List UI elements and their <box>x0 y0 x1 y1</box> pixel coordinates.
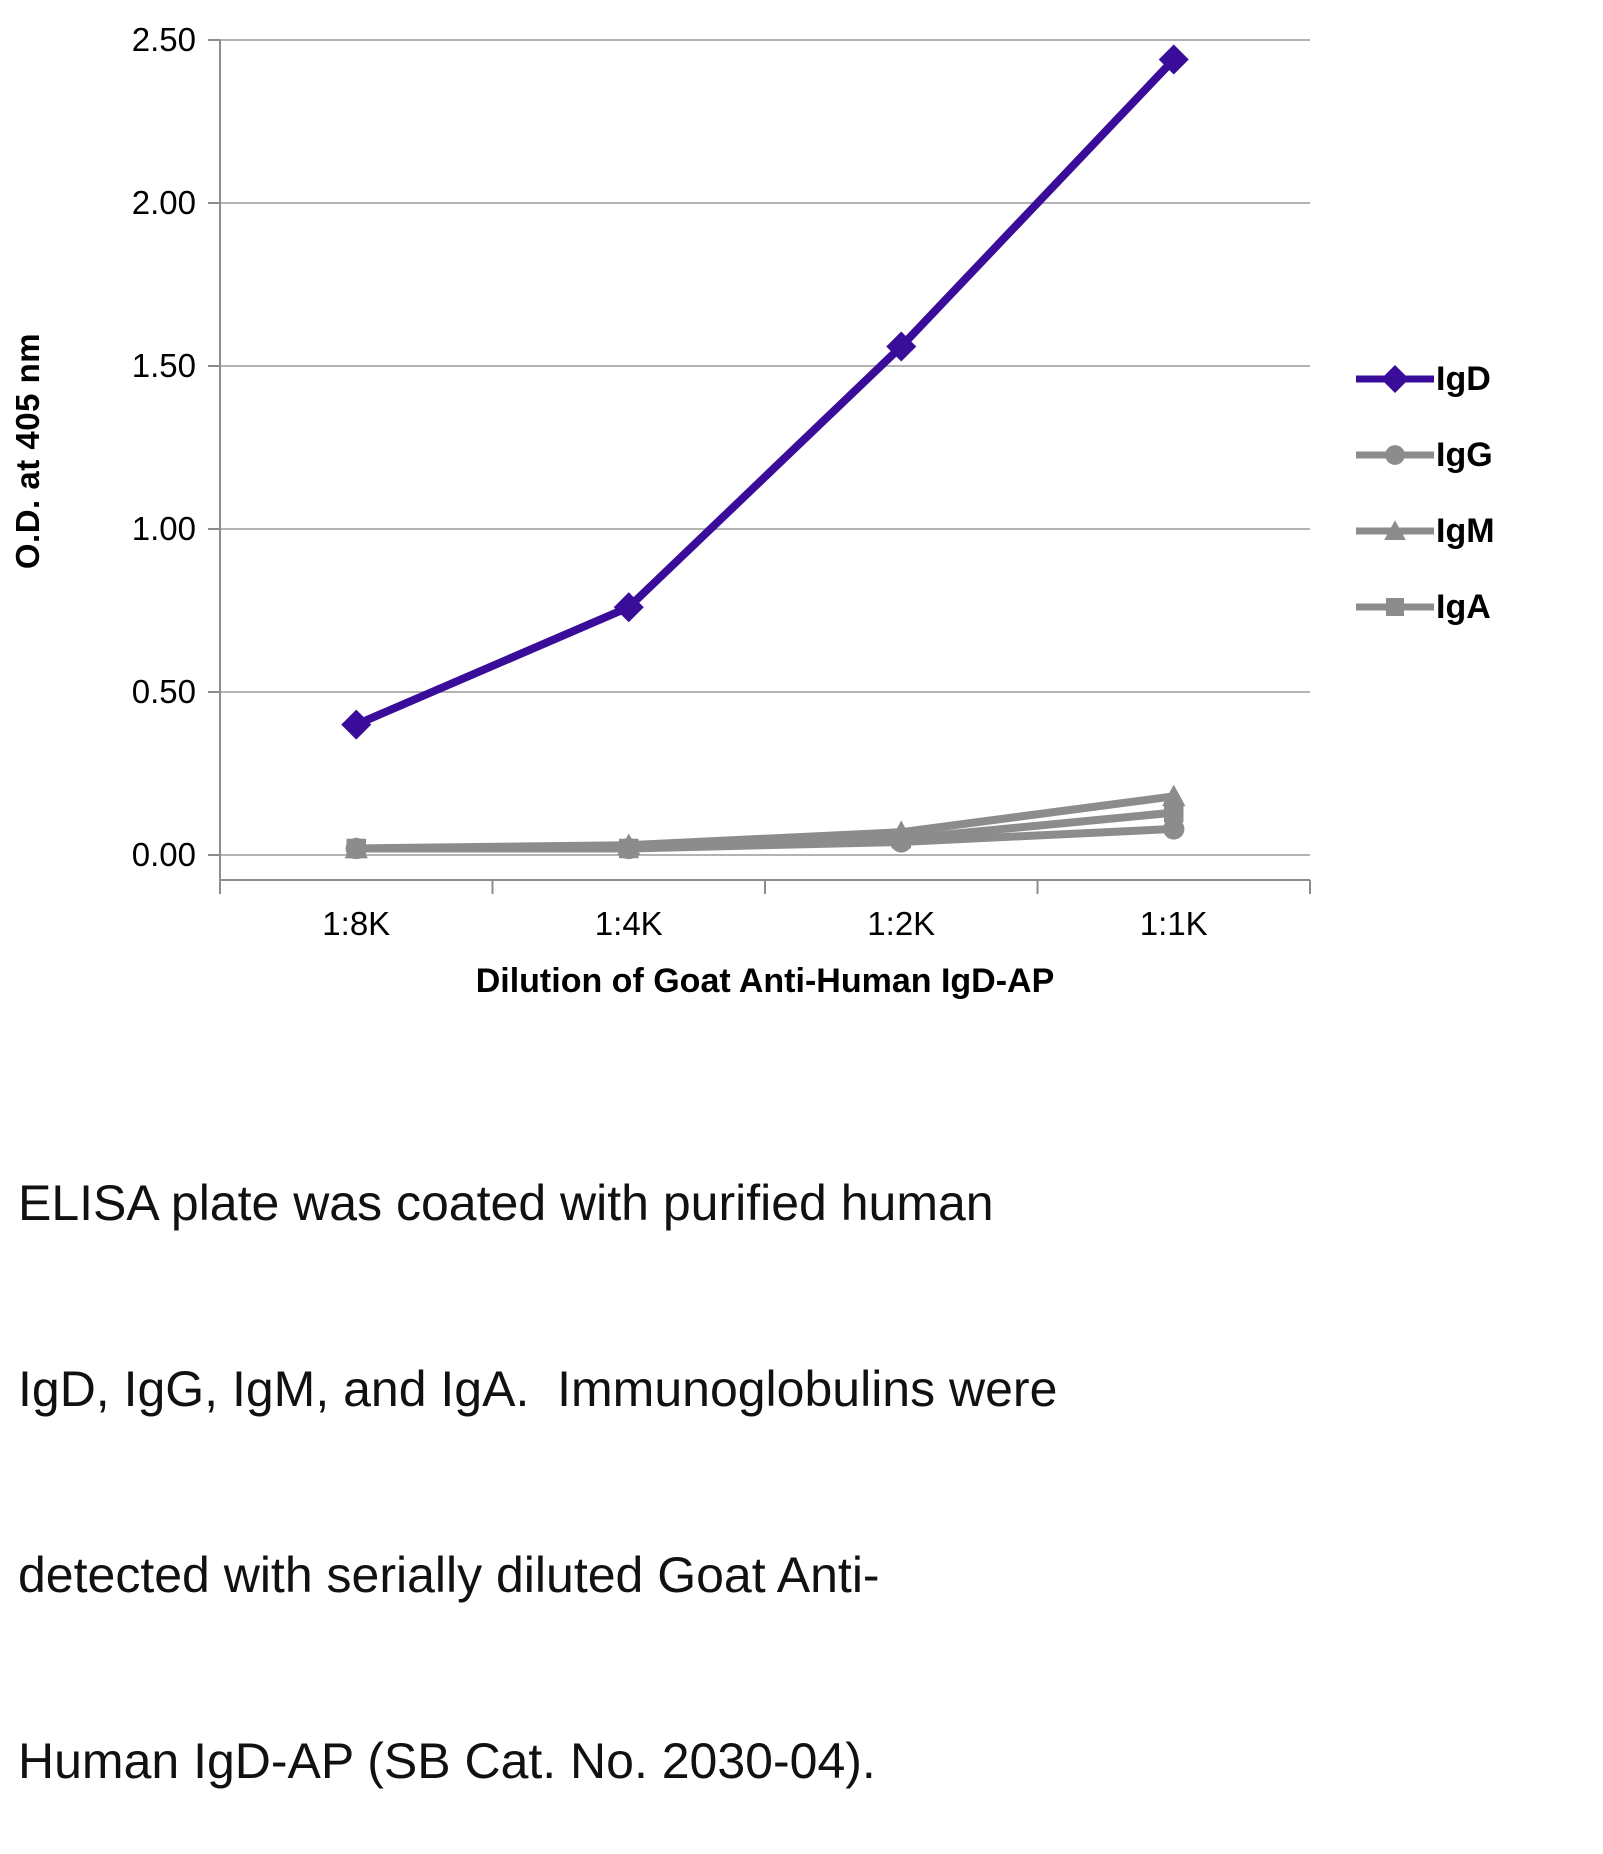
marker-circle <box>1163 818 1185 840</box>
marker-circle <box>618 837 640 860</box>
legend-swatch-square <box>1356 598 1434 616</box>
x-axis-title: Dilution of Goat Anti-Human IgD-AP <box>475 962 1055 1000</box>
elisa-chart: 0.00 0.50 1.00 1.50 2.00 2.50 1:8K 1:4K 1:2K 1:1K… <box>9 21 1495 1000</box>
marker-circle <box>345 837 367 860</box>
marker-circle <box>1385 445 1405 465</box>
legend-label: IgG <box>1436 435 1493 474</box>
caption-line: detected with serially diluted Goat Anti… <box>18 1547 880 1603</box>
y-tick-label: 1.00 <box>132 510 196 547</box>
legend: IgD IgG IgM IgA <box>1356 359 1495 626</box>
x-tick-label: 1:2K <box>867 905 935 942</box>
x-tick-label: 1:8K <box>322 905 390 942</box>
legend-label: IgD <box>1436 359 1491 398</box>
legend-swatch-diamond <box>1356 365 1434 393</box>
marker-square <box>1386 598 1404 616</box>
legend-item-IgM: IgM <box>1356 511 1495 550</box>
y-tick-label: 2.50 <box>132 21 196 58</box>
legend-item-IgA: IgA <box>1356 587 1495 626</box>
caption-line: Human IgD-AP (SB Cat. No. 2030-04). <box>18 1733 876 1789</box>
chart-svg: 0.00 0.50 1.00 1.50 2.00 2.50 1:8K 1:4K 1:2K 1:1K <box>132 21 1311 942</box>
marker-circle <box>890 831 912 853</box>
marker-diamond <box>1381 365 1409 393</box>
marker-diamond <box>341 709 372 740</box>
y-axis-title: O.D. at 405 nm <box>9 332 46 570</box>
marker-square <box>1164 802 1184 823</box>
legend-label: IgM <box>1436 511 1495 550</box>
y-tick-label: 0.50 <box>132 673 196 710</box>
marker-diamond <box>1158 44 1189 75</box>
marker-diamond <box>886 331 917 362</box>
legend-swatch-circle <box>1356 445 1434 465</box>
legend-label: IgA <box>1436 587 1491 626</box>
x-tick-label: 1:1K <box>1140 905 1208 942</box>
marker-triangle <box>1384 520 1406 540</box>
y-tick-label: 1.50 <box>132 347 196 384</box>
marker-triangle <box>1162 784 1186 807</box>
y-tick-label: 2.00 <box>132 184 196 221</box>
legend-item-IgD: IgD <box>1356 359 1495 398</box>
caption-line: IgD, IgG, IgM, and IgA. Immunoglobulins … <box>18 1361 1058 1417</box>
legend-swatch-triangle <box>1356 520 1434 540</box>
y-tick-label: 0.00 <box>132 836 196 873</box>
caption-line: ELISA plate was coated with purified hum… <box>18 1175 994 1231</box>
legend-item-IgG: IgG <box>1356 435 1495 474</box>
marker-diamond <box>613 592 644 623</box>
series-line-IgD <box>352 55 1178 729</box>
x-tick-label: 1:4K <box>595 905 663 942</box>
caption: ELISA plate was coated with purified hum… <box>18 1048 1438 1854</box>
series-line-IgG <box>352 824 1178 853</box>
